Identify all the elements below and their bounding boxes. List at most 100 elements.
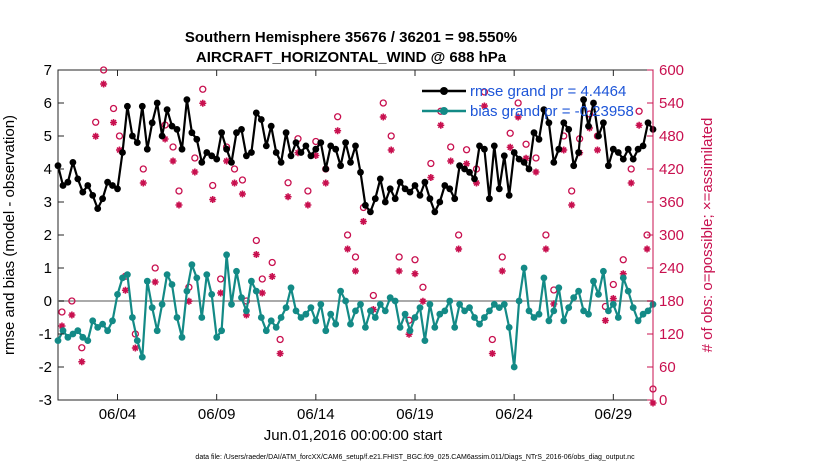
obs-possible-point bbox=[58, 308, 66, 316]
bias-series-point bbox=[188, 261, 196, 269]
bias-series-point bbox=[228, 300, 235, 308]
x-axis: 06/04 06/09 06/14 06/19 06/24 06/29 bbox=[99, 70, 632, 423]
obs-assimilated-point bbox=[115, 146, 123, 154]
rmse-series-point bbox=[342, 139, 349, 147]
bias-series-point bbox=[605, 307, 612, 315]
obs-assimilated-glyph bbox=[209, 196, 217, 203]
x-tick-label: 06/14 bbox=[297, 406, 335, 423]
y-tick-label: 1 bbox=[44, 260, 52, 277]
bias-series-point bbox=[481, 314, 488, 321]
obs-assimilated-point bbox=[242, 311, 250, 319]
rmse-series-point bbox=[347, 159, 354, 166]
obs-possible-point bbox=[258, 275, 266, 283]
obs-assimilated-point bbox=[379, 113, 387, 121]
rmse-series-point bbox=[619, 155, 627, 163]
bias-series-point bbox=[446, 297, 454, 305]
bias-series-point bbox=[143, 277, 151, 285]
y-tick-label: -1 bbox=[39, 326, 52, 343]
obs-assimilated-glyph bbox=[242, 311, 250, 319]
obs-assimilated-glyph bbox=[268, 273, 276, 280]
bias-series-point bbox=[486, 307, 493, 315]
rmse-series-point bbox=[411, 182, 419, 189]
left-axis: 7 6 5 4 3 2 1 0 -1 -2 -3 bbox=[39, 62, 64, 409]
rmse-series-point bbox=[471, 175, 478, 183]
rmse-series-point bbox=[456, 162, 463, 170]
obs-assimilated-glyph bbox=[498, 267, 506, 275]
obs-assimilated-point bbox=[542, 245, 550, 253]
obs-assimilated-glyph bbox=[238, 190, 246, 198]
bias-series-point bbox=[540, 274, 548, 282]
rmse-series-point bbox=[287, 152, 295, 160]
obs-possible-point bbox=[151, 264, 159, 272]
bias-series-point bbox=[307, 304, 315, 311]
obs-assimilated-glyph bbox=[514, 113, 522, 121]
y-tick-label: 7 bbox=[44, 62, 52, 79]
bias-series-point bbox=[352, 307, 359, 315]
obs-assimilated-glyph bbox=[387, 146, 395, 154]
bias-series-point bbox=[208, 291, 216, 298]
bias-series-point bbox=[476, 320, 483, 328]
plot-area bbox=[54, 66, 657, 407]
bias-series-point bbox=[639, 310, 647, 318]
bias-series-point bbox=[525, 307, 533, 315]
obs-assimilated-point bbox=[506, 143, 514, 151]
obs-possible-point bbox=[175, 187, 183, 195]
obs-assimilated-point bbox=[78, 358, 86, 366]
rmse-series-point bbox=[243, 152, 250, 160]
obs-assimilated-point bbox=[58, 322, 66, 330]
rmse-series-point bbox=[104, 178, 111, 186]
bias-series-point bbox=[595, 291, 602, 298]
x-tick-label: 06/04 bbox=[99, 406, 137, 423]
obs-possible-point bbox=[209, 181, 217, 190]
bias-series-point bbox=[490, 300, 498, 308]
bias-series-point bbox=[297, 314, 305, 321]
y-tick-label: 2 bbox=[44, 227, 52, 244]
rmse-series-point bbox=[570, 162, 578, 170]
rmse-series-point bbox=[282, 129, 290, 137]
y2-tick-label: 60 bbox=[659, 359, 676, 376]
obs-possible-point bbox=[532, 154, 540, 162]
rmse-series-point bbox=[605, 162, 612, 170]
rmse-series-point bbox=[69, 159, 77, 166]
obs-assimilated-point bbox=[175, 201, 183, 209]
bias-series-point bbox=[138, 353, 146, 361]
rmse-series-point bbox=[272, 149, 280, 156]
bias-series-point bbox=[466, 304, 473, 311]
rmse-series-point bbox=[183, 96, 191, 104]
obs-assimilated-glyph bbox=[405, 330, 413, 338]
obs-possible-point bbox=[284, 179, 292, 187]
rmse-series-point bbox=[317, 139, 325, 147]
obs-assimilated-point bbox=[258, 289, 266, 297]
bias-series-point bbox=[451, 324, 459, 331]
rmse-series-point bbox=[396, 178, 404, 186]
rmse-series-point bbox=[223, 145, 231, 153]
rmse-series-point bbox=[614, 149, 622, 156]
bias-series-point bbox=[183, 287, 191, 295]
rmse-series-point bbox=[580, 96, 587, 104]
obs-assimilated-point bbox=[455, 245, 463, 253]
rmse-series-point bbox=[327, 142, 335, 150]
bias-series-point bbox=[520, 264, 528, 272]
obs-possible-point bbox=[139, 165, 147, 173]
obs-assimilated-glyph bbox=[427, 174, 435, 181]
bias-series-point bbox=[619, 274, 627, 282]
rmse-series-point bbox=[406, 188, 414, 196]
rmse-series-point bbox=[381, 198, 389, 206]
rmse-series-point bbox=[257, 116, 265, 123]
obs-assimilated-point bbox=[284, 193, 292, 201]
rmse-series-point bbox=[495, 185, 503, 193]
rmse-series-point bbox=[89, 192, 97, 199]
obs-assimilated-point bbox=[68, 311, 76, 319]
obs-possible-point bbox=[506, 129, 514, 137]
rmse-series-point bbox=[386, 185, 394, 193]
rmse-series-point bbox=[109, 182, 116, 189]
legend-bias-label: bias grand pr = -0.23958 bbox=[470, 103, 634, 120]
bias-series-point bbox=[59, 327, 67, 335]
bias-series-point bbox=[69, 330, 77, 338]
rmse-series-point bbox=[376, 175, 384, 183]
rmse-series-point bbox=[461, 165, 468, 173]
obs-possible-point bbox=[169, 143, 177, 151]
obs-assimilated-glyph bbox=[447, 157, 455, 165]
obs-assimilated-glyph bbox=[395, 267, 403, 275]
obs-assimilated-point bbox=[276, 350, 284, 357]
